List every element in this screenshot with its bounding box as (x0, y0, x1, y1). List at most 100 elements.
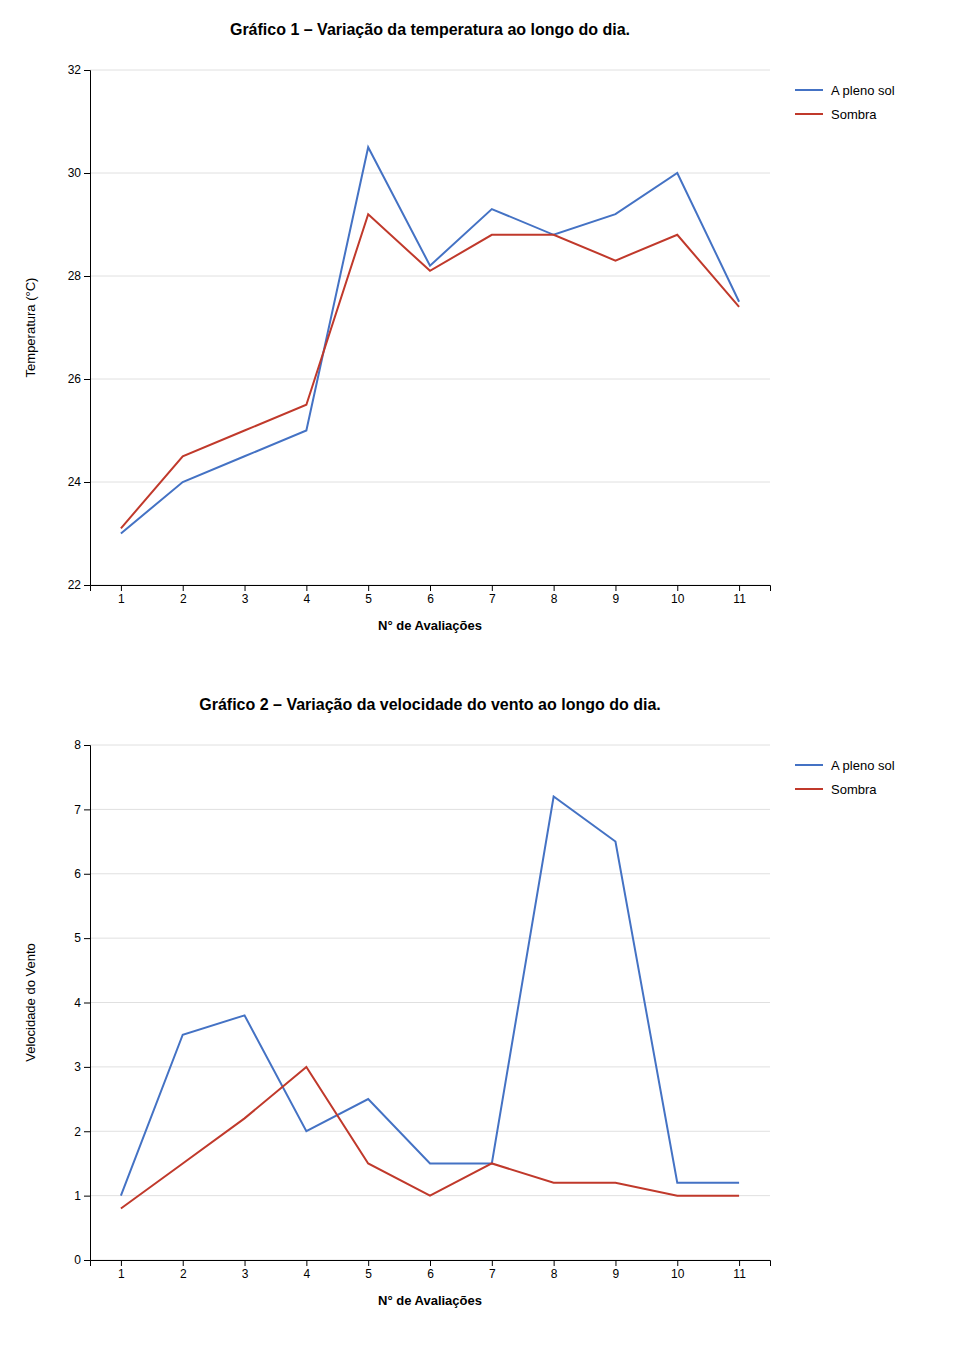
tick: 1 (118, 585, 125, 606)
tick: 3 (242, 585, 249, 606)
tick-label: 4 (304, 1267, 311, 1281)
grid-line (90, 938, 770, 939)
tick-label: 3 (242, 592, 249, 606)
tick-label: 11 (733, 1267, 746, 1281)
tick: 6 (427, 1260, 434, 1281)
axis-line (91, 1261, 771, 1267)
tick-mark (554, 1260, 555, 1266)
tick-label: 30 (68, 166, 82, 180)
tick-label: 1 (118, 592, 125, 606)
tick: 4 (304, 1260, 311, 1281)
grid-line (90, 1002, 770, 1003)
tick-label: 6 (427, 592, 434, 606)
tick-mark (492, 1260, 493, 1266)
axis-line (84, 746, 91, 1261)
tick-label: 7 (489, 1267, 496, 1281)
tick: 26 (68, 372, 90, 386)
tick: 5 (365, 585, 372, 606)
x-axis-label: N° de Avaliações (378, 618, 482, 633)
tick: 1 (118, 1260, 125, 1281)
tick-mark (84, 874, 90, 875)
series-line (121, 797, 739, 1196)
tick: 7 (74, 803, 90, 817)
tick-mark (84, 1196, 90, 1197)
tick: 8 (551, 585, 558, 606)
tick-label: 9 (613, 1267, 620, 1281)
tick: 9 (613, 1260, 620, 1281)
tick-mark (84, 745, 90, 746)
grid-line (90, 809, 770, 810)
chart: Gráfico 1 – Variação da temperatura ao l… (23, 21, 895, 633)
y-axis-label: Velocidade do Vento (23, 943, 38, 1062)
tick-label: 6 (427, 1267, 434, 1281)
legend: A pleno sol Sombra (795, 83, 895, 122)
legend-label: Sombra (831, 107, 877, 122)
x-axis: 1234567891011 (91, 1260, 771, 1281)
tick-mark (183, 1260, 184, 1266)
legend-item: Sombra (795, 107, 877, 122)
tick-label: 32 (68, 63, 82, 77)
tick-label: 8 (551, 592, 558, 606)
tick-mark (368, 1260, 369, 1266)
tick-label: 5 (74, 931, 81, 945)
tick-mark (84, 1067, 90, 1068)
tick-mark (430, 585, 431, 591)
tick-mark (245, 585, 246, 591)
grid-line (90, 1066, 770, 1067)
tick: 3 (242, 1260, 249, 1281)
tick-mark (84, 585, 90, 586)
tick-label: 10 (671, 592, 685, 606)
legend-swatch (795, 89, 823, 91)
tick-label: 3 (74, 1060, 81, 1074)
tick-label: 5 (365, 592, 372, 606)
tick-mark (492, 585, 493, 591)
tick-mark (121, 585, 122, 591)
tick-label: 3 (242, 1267, 249, 1281)
tick: 22 (68, 578, 90, 592)
tick: 11 (733, 1260, 746, 1281)
legend-label: A pleno sol (831, 758, 895, 773)
tick-mark (368, 585, 369, 591)
tick-mark (430, 1260, 431, 1266)
grid-line (90, 745, 770, 746)
y-axis: 012345678 (74, 738, 90, 1267)
tick-label: 28 (68, 269, 82, 283)
tick-mark (84, 809, 90, 810)
tick-mark (677, 585, 678, 591)
tick: 0 (74, 1253, 90, 1267)
tick-label: 2 (180, 592, 187, 606)
tick-label: 5 (365, 1267, 372, 1281)
series-line (121, 1067, 739, 1209)
tick-mark (306, 1260, 307, 1266)
y-axis: 22 24 26 28 30 32 (68, 63, 91, 592)
tick-mark (121, 1260, 122, 1266)
tick-label: 7 (74, 803, 81, 817)
legend-swatch (795, 113, 823, 115)
legend-item: A pleno sol (795, 83, 895, 98)
tick-label: 1 (118, 1267, 125, 1281)
tick-mark (84, 1131, 90, 1132)
grid (90, 745, 770, 1260)
tick-mark (183, 585, 184, 591)
tick: 7 (489, 585, 496, 606)
tick-mark (245, 1260, 246, 1266)
tick-mark (84, 173, 90, 174)
tick-label: 6 (74, 867, 81, 881)
axis-line (84, 71, 91, 586)
legend-label: Sombra (831, 782, 877, 797)
tick-label: 9 (613, 592, 620, 606)
tick: 3 (74, 1060, 90, 1074)
tick: 2 (180, 1260, 187, 1281)
tick: 28 (68, 269, 90, 283)
tick-mark (677, 1260, 678, 1266)
tick-label: 4 (304, 592, 311, 606)
grid-line (90, 482, 770, 483)
tick-label: 24 (68, 475, 82, 489)
tick-mark (84, 1260, 90, 1261)
series-line (121, 214, 739, 528)
grid-line (90, 276, 770, 277)
tick: 4 (304, 585, 311, 606)
tick: 10 (671, 585, 685, 606)
tick: 4 (74, 996, 90, 1010)
tick: 2 (180, 585, 187, 606)
